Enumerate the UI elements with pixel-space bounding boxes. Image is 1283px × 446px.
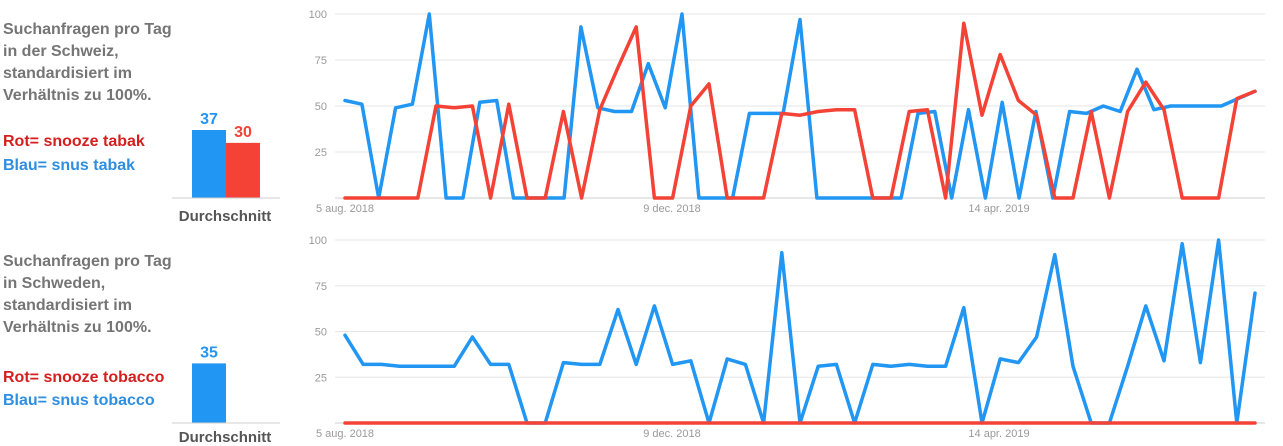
- y-tick-label: 100: [309, 9, 327, 21]
- average-bar-blue: [192, 130, 226, 198]
- average-value-blue: 37: [200, 111, 218, 128]
- y-tick-label: 25: [315, 372, 327, 384]
- desc-line: standardisiert im: [3, 297, 132, 314]
- y-tick-label: 75: [315, 55, 327, 67]
- average-caption: Durchschnitt: [179, 208, 272, 225]
- panel-2-legend-red: Rot= snooze tobacco: [3, 369, 165, 386]
- y-tick-label: 50: [315, 101, 327, 113]
- desc-line: Suchanfragen pro Tag: [3, 21, 172, 38]
- y-tick-label: 25: [315, 147, 327, 159]
- panel-1-legend-blue: Blau= snus tabak: [3, 157, 136, 174]
- panel-2-legend-blue: Blau= snus tobacco: [3, 392, 155, 409]
- x-tick-label: 5 aug. 2018: [316, 428, 374, 440]
- panel-1-legend-red: Rot= snooze tabak: [3, 133, 145, 150]
- average-bar-red: [226, 142, 260, 198]
- panel-1-description: Suchanfragen pro Tag in der Schweiz, sta…: [3, 19, 203, 107]
- desc-line: Verhältnis zu 100%.: [3, 87, 152, 104]
- desc-line: standardisiert im: [3, 65, 132, 82]
- desc-line: Verhältnis zu 100%.: [3, 319, 152, 336]
- desc-line: in der Schweiz,: [3, 43, 119, 60]
- y-tick-label: 50: [315, 327, 327, 339]
- average-bar-blue: [192, 363, 226, 423]
- series-line-blue: [343, 12, 1257, 200]
- y-tick-label: 75: [315, 281, 327, 293]
- desc-line: in Schweden,: [3, 275, 106, 292]
- series-line-red: [343, 21, 1257, 200]
- average-caption: Durchschnitt: [179, 429, 272, 446]
- x-tick-label: 14 apr. 2019: [968, 428, 1029, 440]
- y-tick-label: 100: [309, 235, 327, 247]
- panel-2-description: Suchanfragen pro Tag in Schweden, standa…: [3, 251, 203, 339]
- x-tick-label: 5 aug. 2018: [316, 203, 374, 215]
- desc-line: Suchanfragen pro Tag: [3, 253, 172, 270]
- average-value-red: 30: [234, 124, 252, 141]
- x-tick-label: 14 apr. 2019: [968, 203, 1029, 215]
- x-tick-label: 9 dec. 2018: [643, 428, 701, 440]
- x-tick-label: 9 dec. 2018: [643, 203, 701, 215]
- average-value-blue: 35: [200, 344, 218, 361]
